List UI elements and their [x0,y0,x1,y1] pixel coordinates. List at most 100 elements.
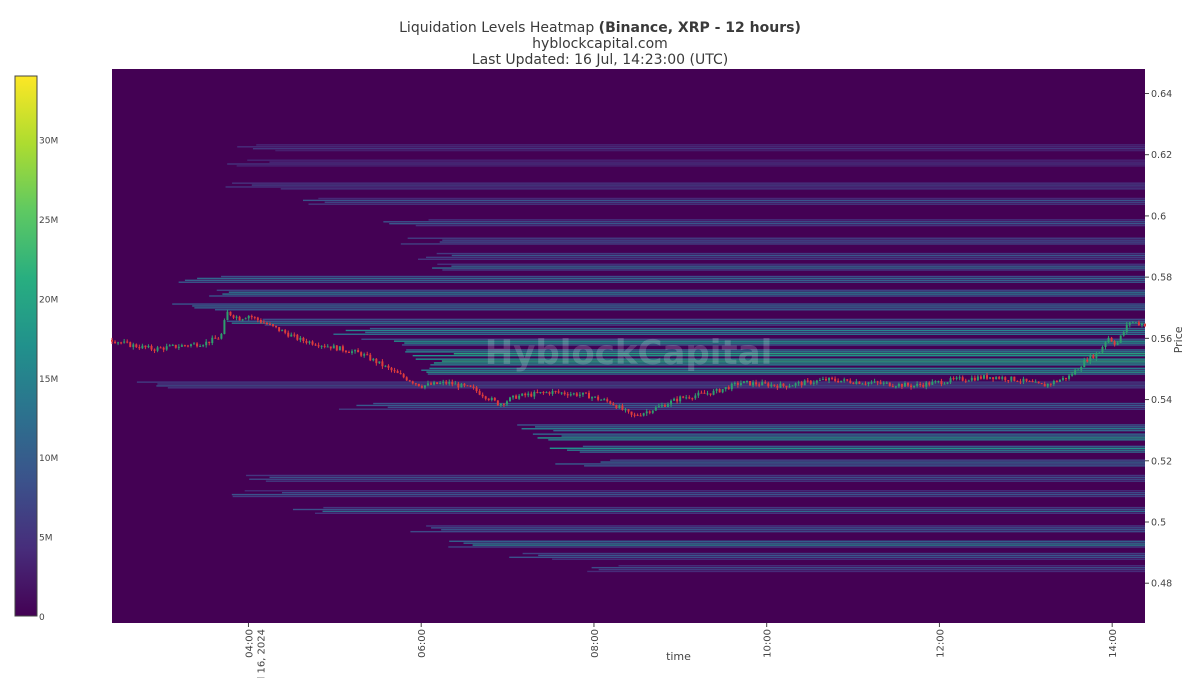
candle-body [1013,376,1016,381]
y-tick-label: 0.54 [1151,395,1172,406]
candle-body [1019,381,1022,383]
candle-body [189,344,192,346]
candle-body [1086,359,1089,362]
candle-body [293,334,296,336]
x-tick-label: 08:00 [590,629,601,658]
candle-body [761,382,764,386]
liquidation-band [264,324,1145,326]
plot-area[interactable]: HyblockCapital [111,69,1146,623]
candle-body [627,409,630,412]
candle-body [1131,322,1134,324]
candle-body [275,325,278,328]
liquidation-band [314,512,1145,515]
candle-body [1016,380,1019,382]
candle-body [900,383,903,387]
candle-body [584,392,587,394]
candle-body [1001,377,1004,379]
candle-body [879,382,882,384]
colorbar-tick-label: 0 [39,613,45,623]
candle-body [840,380,843,383]
candle-body [530,393,533,397]
candle-body [673,398,676,401]
candle-body [855,381,858,384]
candle-body [943,383,946,385]
liquidation-band [426,371,1145,373]
liquidation-band [400,243,1145,245]
candle-body [1116,342,1119,345]
liquidation-band [222,293,1146,295]
candle-body [372,358,375,361]
candle-body [393,370,396,372]
liquidation-band [579,451,1145,453]
liquidation-band [567,449,1145,451]
candle-body [366,354,369,356]
candle-body [864,383,867,385]
candle-body [961,377,964,381]
candle-body [417,383,420,387]
candle-body [460,383,463,388]
candle-body [1077,369,1080,371]
candle-body [439,382,442,384]
candle-body [949,378,952,383]
candle-body [120,342,123,344]
candle-body [733,382,736,384]
liquidation-band [256,144,1146,146]
candle-body [815,380,818,383]
candle-body [375,358,378,364]
liquidation-band [269,476,1146,479]
y-tick-label: 0.48 [1151,579,1172,590]
liquidation-band [451,265,1145,267]
candle-body [846,379,849,381]
candle-body [1043,384,1046,387]
candle-body [268,324,271,326]
candle-body [390,367,393,371]
candle-body [843,379,846,381]
y-tick-label: 0.56 [1151,334,1172,345]
candle-body [581,392,584,395]
x-tick-label: 14:00 [1108,629,1119,658]
candle-body [986,375,989,379]
candle-body [964,380,967,382]
colorbar-tick-label: 30M [39,137,58,147]
candle-body [408,380,411,382]
candle-body [852,382,855,384]
liquidation-band [421,369,1145,371]
y-tick-label: 0.6 [1151,211,1166,222]
candle-body [1028,380,1031,382]
candle-body [1134,322,1137,324]
candle-body [703,392,706,394]
liquidation-band [281,491,1145,494]
candle-body [347,352,350,354]
liquidation-band [324,201,1145,203]
candle-body [512,395,515,398]
candle-body [341,346,344,351]
candle-body [186,345,189,347]
liquidation-band [216,289,1145,291]
candle-body [490,397,493,400]
candle-body [903,383,906,387]
x-tick-label: 12:00 [935,629,946,658]
candle-body [928,382,931,385]
title-bold: (Binance, XRP - 12 hours) [598,20,801,36]
candle-body [727,387,730,390]
candle-body [706,393,709,395]
candle-body [654,407,657,411]
candle-body [259,319,262,323]
candle-body [223,320,226,334]
liquidation-band [156,385,1145,387]
candle-body [1098,352,1101,354]
liquidation-band [345,329,1145,332]
liquidation-band [428,219,1145,221]
liquidation-band [517,424,1145,426]
candle-body [111,339,113,342]
candle-body [660,405,663,407]
candle-body [700,392,703,394]
candle-body [284,330,287,333]
candle-body [600,399,603,401]
candle-body [1122,331,1125,336]
candle-body [776,385,779,388]
liquidation-band [227,163,1145,165]
liquidation-band [437,263,1146,265]
candle-body [1025,378,1028,381]
